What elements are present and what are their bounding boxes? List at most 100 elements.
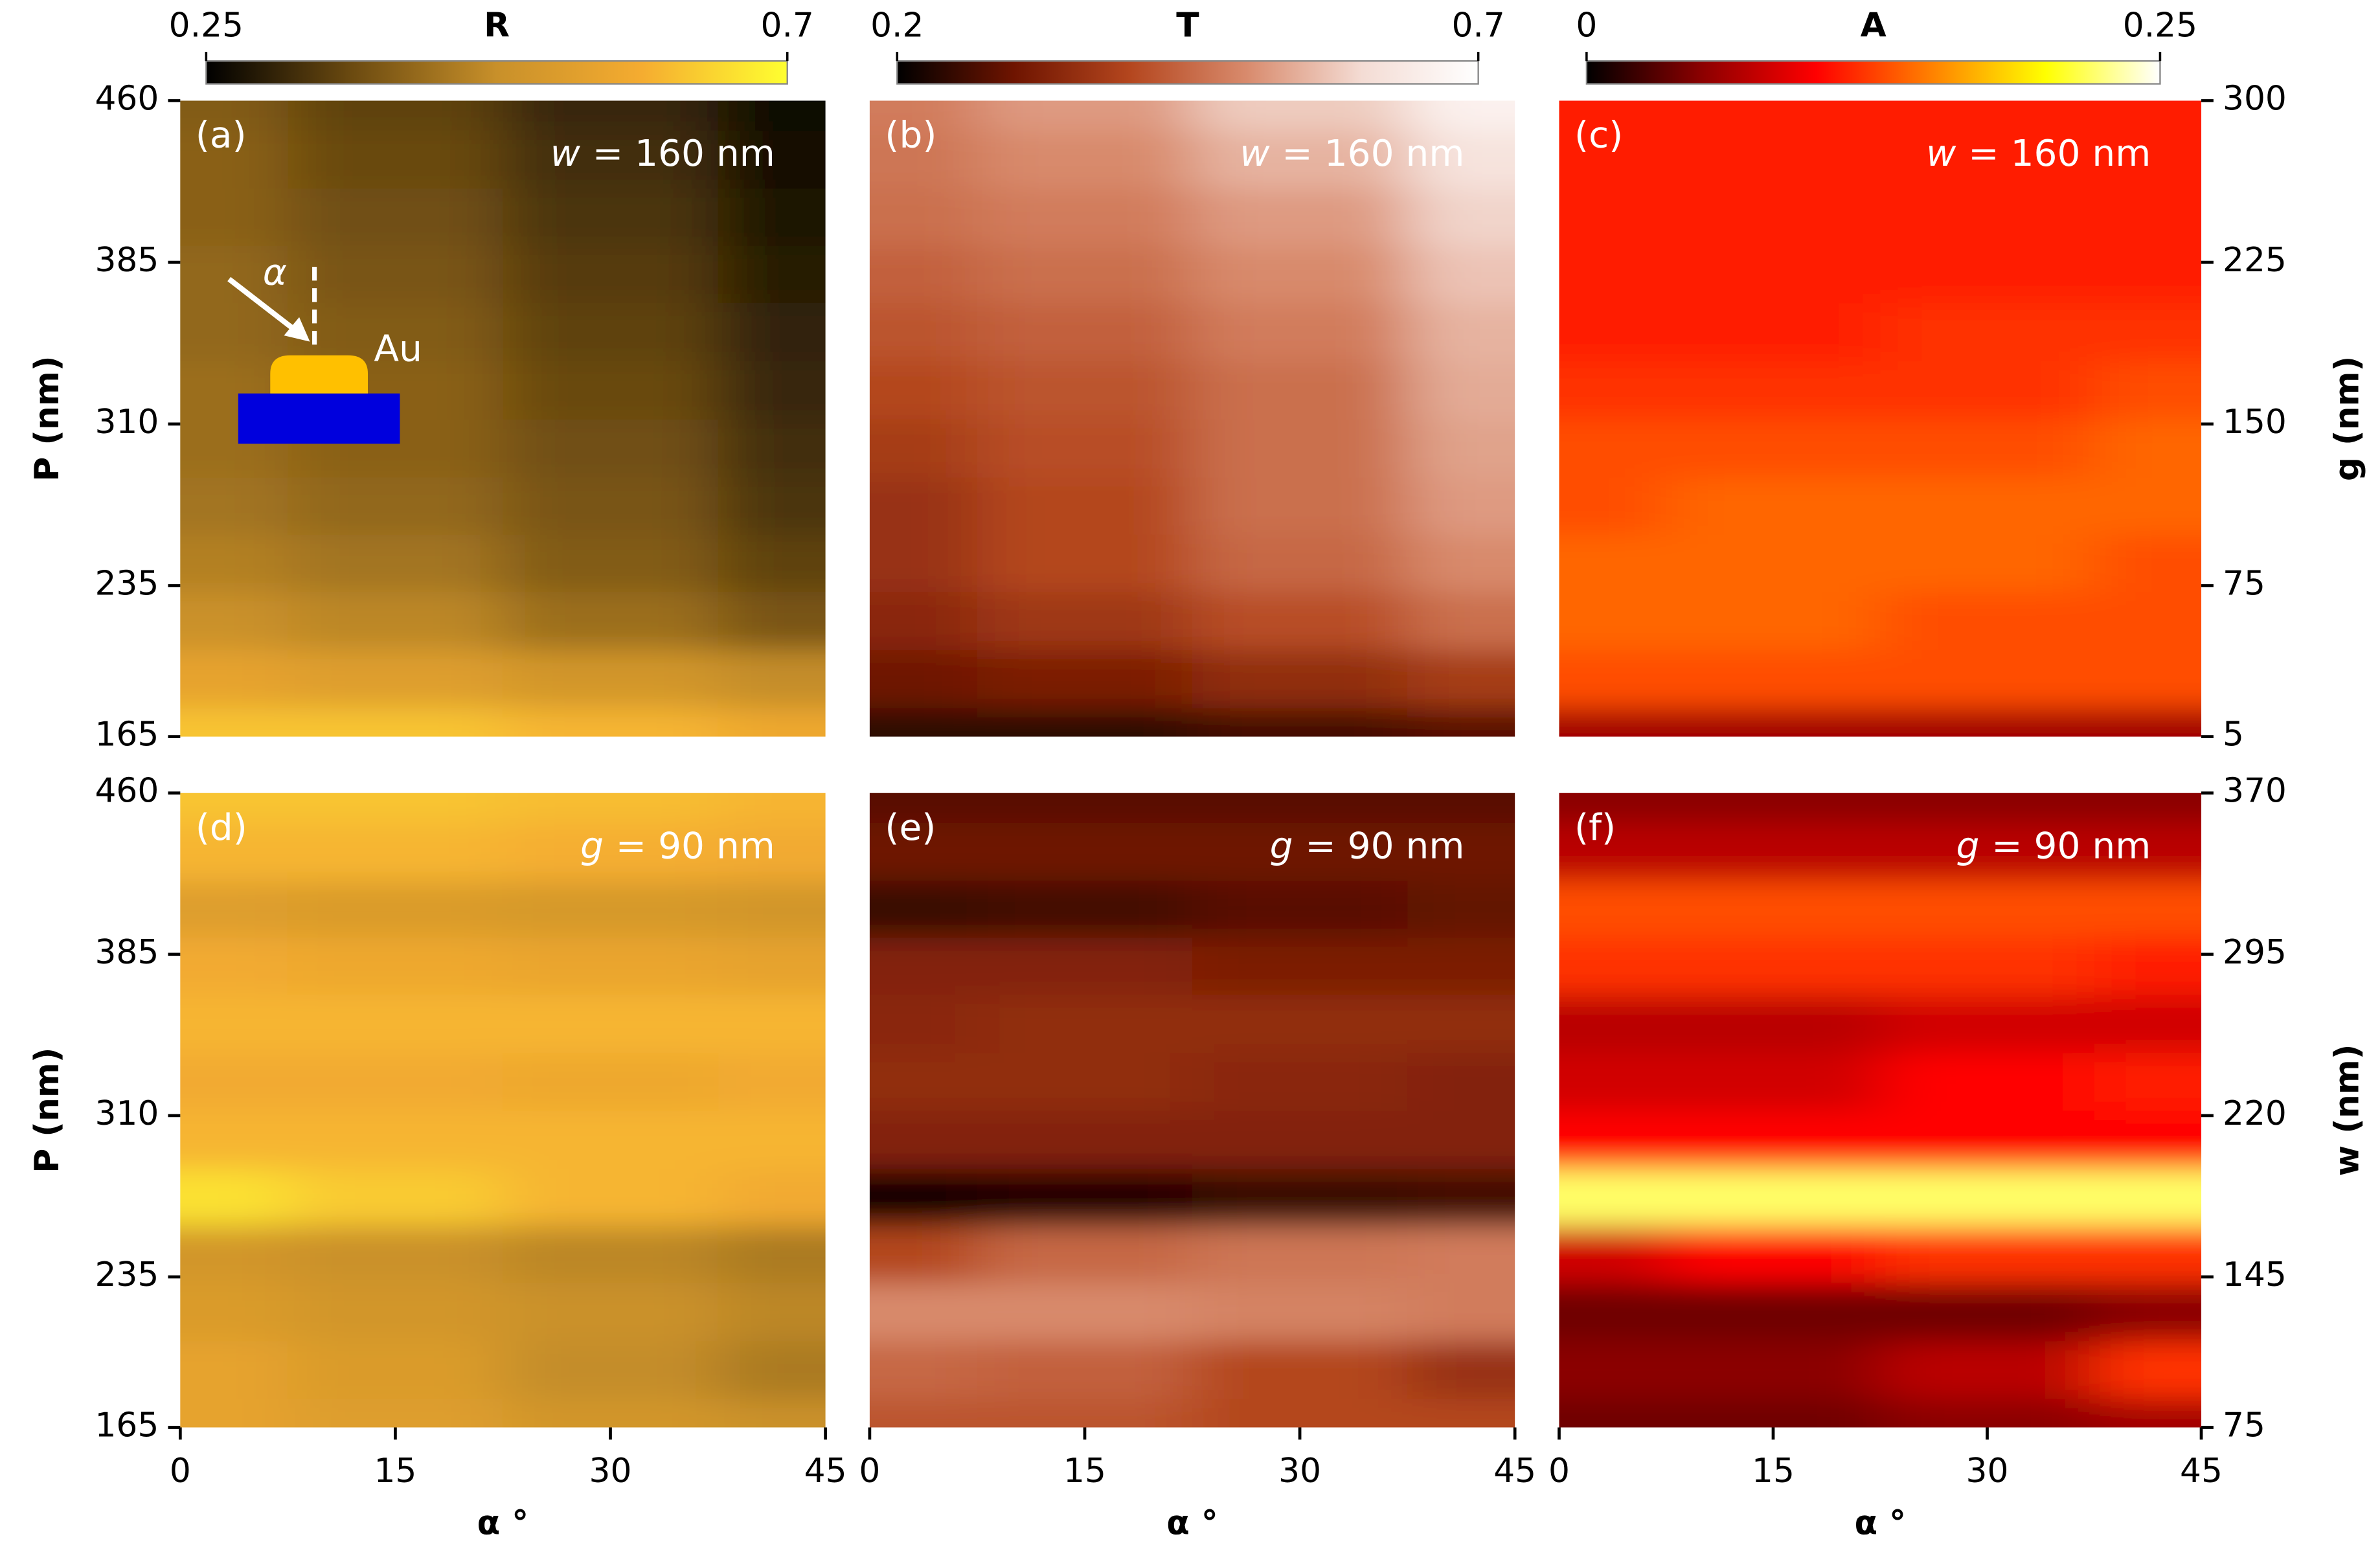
colorbar <box>1585 60 2161 85</box>
colorbar <box>205 60 788 85</box>
heat-cell <box>1666 1340 1881 1399</box>
heat-cell <box>180 534 289 592</box>
heat-cell <box>977 1110 1194 1169</box>
y-tick-label: 165 <box>95 715 159 754</box>
heatmap <box>1559 793 2202 1428</box>
heat-cell <box>869 880 979 938</box>
heat-cell <box>1666 360 1881 420</box>
annotation: g = 90 nm <box>1956 825 2151 867</box>
heat-cell <box>977 534 1194 592</box>
heat-cell <box>2094 418 2202 478</box>
heat-cell <box>977 477 1194 535</box>
heat-cell <box>718 245 826 303</box>
heat-cell <box>288 822 504 881</box>
heat-cell <box>288 1225 504 1283</box>
x-tick-label: 30 <box>1278 1452 1321 1491</box>
heat-cell <box>1192 477 1409 535</box>
annotation: w = 160 nm <box>550 133 775 175</box>
heat-cell <box>718 188 826 246</box>
y-tick-label: 385 <box>95 933 159 972</box>
heat-cell <box>2094 1052 2202 1111</box>
heat-cell <box>503 188 719 246</box>
colorbar-tick-label: 0.25 <box>2123 6 2197 45</box>
heat-cell <box>718 880 826 938</box>
heat-cell <box>718 1398 826 1428</box>
heat-cell <box>1192 245 1409 303</box>
heat-cell <box>1880 793 2095 823</box>
heat-cell <box>1192 880 1409 938</box>
heat-cell <box>1880 707 2095 737</box>
heat-cell <box>869 707 979 737</box>
heat-cell <box>2094 302 2202 361</box>
heat-cell <box>1407 302 1515 361</box>
y-axis-label: P (nm) <box>28 355 67 481</box>
panel <box>1559 793 2202 1428</box>
y-tick-label: 460 <box>95 772 159 811</box>
heat-cell <box>977 302 1194 361</box>
heat-cell <box>1407 1282 1515 1342</box>
annotation-symbol: w <box>1926 133 1956 175</box>
heat-cell <box>1192 360 1409 420</box>
heat-cell <box>1407 1225 1515 1283</box>
heat-cell <box>718 937 826 995</box>
annotation: w = 160 nm <box>1240 133 1464 175</box>
heat-cell <box>1880 1225 2095 1283</box>
heat-cell <box>2094 1168 2202 1226</box>
heat-cell <box>288 1340 504 1399</box>
heat-cell <box>1880 302 2095 361</box>
x-tick-label: 30 <box>1966 1452 2009 1491</box>
heat-cell <box>1559 707 1667 737</box>
heat-cell <box>2094 822 2202 881</box>
heat-cell <box>1880 1052 2095 1111</box>
annotation-text: = 160 nm <box>593 133 775 175</box>
heat-cell <box>180 937 289 995</box>
heat-cell <box>503 1340 719 1399</box>
heat-cell <box>1559 1225 1667 1283</box>
heat-cell <box>718 994 826 1053</box>
heat-cell <box>718 1340 826 1399</box>
colorbar <box>896 60 1479 85</box>
y2-axis-label: w (nm) <box>2328 1044 2366 1177</box>
heat-cell <box>180 1398 289 1428</box>
heat-cell <box>1192 994 1409 1053</box>
heat-cell <box>1192 130 1409 189</box>
y-tick-label: 385 <box>95 241 159 280</box>
heat-cell <box>1880 418 2095 478</box>
heat-cell <box>1407 591 1515 650</box>
heat-cell <box>1666 591 1881 650</box>
panel <box>180 793 826 1428</box>
heat-cell <box>503 477 719 535</box>
annotation-symbol: g <box>1956 825 1980 867</box>
heat-cell <box>1192 591 1409 650</box>
heat-cell <box>503 1282 719 1342</box>
heat-cell <box>1407 418 1515 478</box>
heat-cell <box>1880 1340 2095 1399</box>
heatmap <box>180 793 826 1428</box>
heat-cell <box>718 1282 826 1342</box>
heat-cell <box>1666 1168 1881 1226</box>
annotation: g = 90 nm <box>580 825 775 867</box>
annotation-symbol: w <box>550 133 581 175</box>
heat-cell <box>2094 360 2202 420</box>
heatmap <box>869 793 1515 1428</box>
y2-tick-label: 295 <box>2223 933 2287 972</box>
heat-cell <box>180 1340 289 1399</box>
heat-cell <box>1192 793 1409 823</box>
y2-tick-label: 300 <box>2223 79 2287 118</box>
heat-cell <box>718 707 826 737</box>
heat-cell <box>503 994 719 1053</box>
heat-cell <box>1559 591 1667 650</box>
heat-cell <box>1407 188 1515 246</box>
heat-cell <box>288 793 504 823</box>
heat-cell <box>1407 1398 1515 1428</box>
heat-cell <box>288 1168 504 1226</box>
heat-cell <box>180 302 289 361</box>
heat-cell <box>503 880 719 938</box>
heat-cell <box>869 188 979 246</box>
heat-cell <box>2094 1398 2202 1428</box>
y2-tick-label: 75 <box>2223 1406 2265 1445</box>
heat-cell <box>503 245 719 303</box>
x-tick-label: 45 <box>2180 1452 2223 1491</box>
heat-cell <box>288 130 504 189</box>
